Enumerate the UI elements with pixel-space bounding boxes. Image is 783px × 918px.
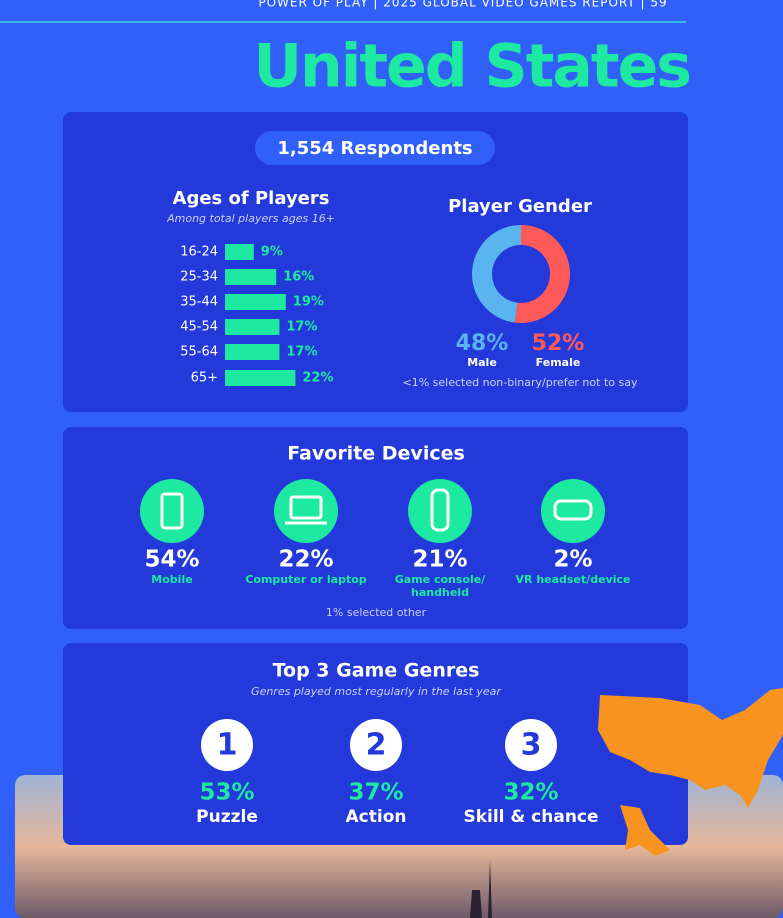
device-value: 22% xyxy=(278,547,333,573)
genres-title: Top 3 Game Genres xyxy=(273,660,480,682)
laptop-icon xyxy=(289,495,323,520)
age-label: 35-44 xyxy=(180,295,218,310)
device-glyphs xyxy=(160,488,593,532)
rank-circle xyxy=(350,719,402,771)
gender-value: 48% xyxy=(456,331,509,356)
page-title: United States xyxy=(253,32,690,102)
panel xyxy=(63,427,688,629)
device-label: Mobile xyxy=(151,573,192,586)
age-value: 19% xyxy=(293,295,324,310)
genre-label: Action xyxy=(346,807,407,827)
age-bar xyxy=(225,244,254,260)
age-value: 16% xyxy=(283,270,314,285)
icon-circle xyxy=(274,479,338,543)
donut-slice xyxy=(471,225,521,323)
gender-label: Female xyxy=(536,356,581,369)
device-label: Game console/handheld xyxy=(395,573,486,599)
icon-circle xyxy=(140,479,204,543)
panel xyxy=(63,112,688,412)
respondents: 1,554 Respondents xyxy=(277,138,472,159)
donut-slice xyxy=(514,225,570,323)
rank: 2 xyxy=(366,728,387,763)
icon-circle xyxy=(541,479,605,543)
device-label: Computer or laptop xyxy=(245,573,366,586)
device-value: 2% xyxy=(553,547,592,573)
rank-circle xyxy=(201,719,253,771)
genre-label: Skill & chance xyxy=(463,807,598,827)
gender-label: Male xyxy=(467,356,497,369)
device-label: VR headset/device xyxy=(516,573,631,586)
age-bar xyxy=(225,294,286,310)
rank: 3 xyxy=(521,728,542,763)
header-text: POWER OF PLAY | 2025 GLOBAL VIDEO GAMES … xyxy=(258,0,667,10)
devices-title: Favorite Devices xyxy=(287,443,465,465)
device-value: 54% xyxy=(144,547,199,573)
phone-icon xyxy=(160,492,184,530)
gender-value: 52% xyxy=(532,331,585,356)
age-value: 17% xyxy=(286,320,317,335)
age-bar xyxy=(225,269,277,285)
skyline xyxy=(470,860,492,918)
icon-circle xyxy=(408,479,472,543)
vr-icon xyxy=(553,499,593,521)
age-bar xyxy=(225,319,280,335)
us-map xyxy=(598,688,783,856)
age-label: 55-64 xyxy=(180,345,218,360)
respondents-pill xyxy=(255,131,495,165)
devices-note: 1% selected other xyxy=(326,606,427,619)
genre-value: 32% xyxy=(503,780,558,806)
gender-note: <1% selected non-binary/prefer not to sa… xyxy=(403,376,638,389)
age-label: 25-34 xyxy=(180,270,218,285)
age-bar xyxy=(225,344,280,360)
device-value: 21% xyxy=(412,547,467,573)
age-bar xyxy=(225,370,296,386)
console-icon xyxy=(430,488,450,532)
genres-subtitle: Genres played most regularly in the last… xyxy=(251,685,502,698)
device-icons xyxy=(140,479,605,543)
genre-label: Puzzle xyxy=(196,807,258,827)
age-label: 45-54 xyxy=(180,320,218,335)
age-value: 22% xyxy=(302,371,333,386)
gender-title: Player Gender xyxy=(448,196,592,217)
age-value: 17% xyxy=(286,345,317,360)
ages-title: Ages of Players xyxy=(173,188,330,209)
rank-circle xyxy=(505,719,557,771)
age-label: 16-24 xyxy=(180,245,218,260)
genre-value: 37% xyxy=(348,780,403,806)
age-label: 65+ xyxy=(191,371,218,386)
rank: 1 xyxy=(217,728,238,763)
age-value: 9% xyxy=(261,245,283,260)
genre-value: 53% xyxy=(199,780,254,806)
ages-subtitle: Among total players ages 16+ xyxy=(166,212,335,225)
